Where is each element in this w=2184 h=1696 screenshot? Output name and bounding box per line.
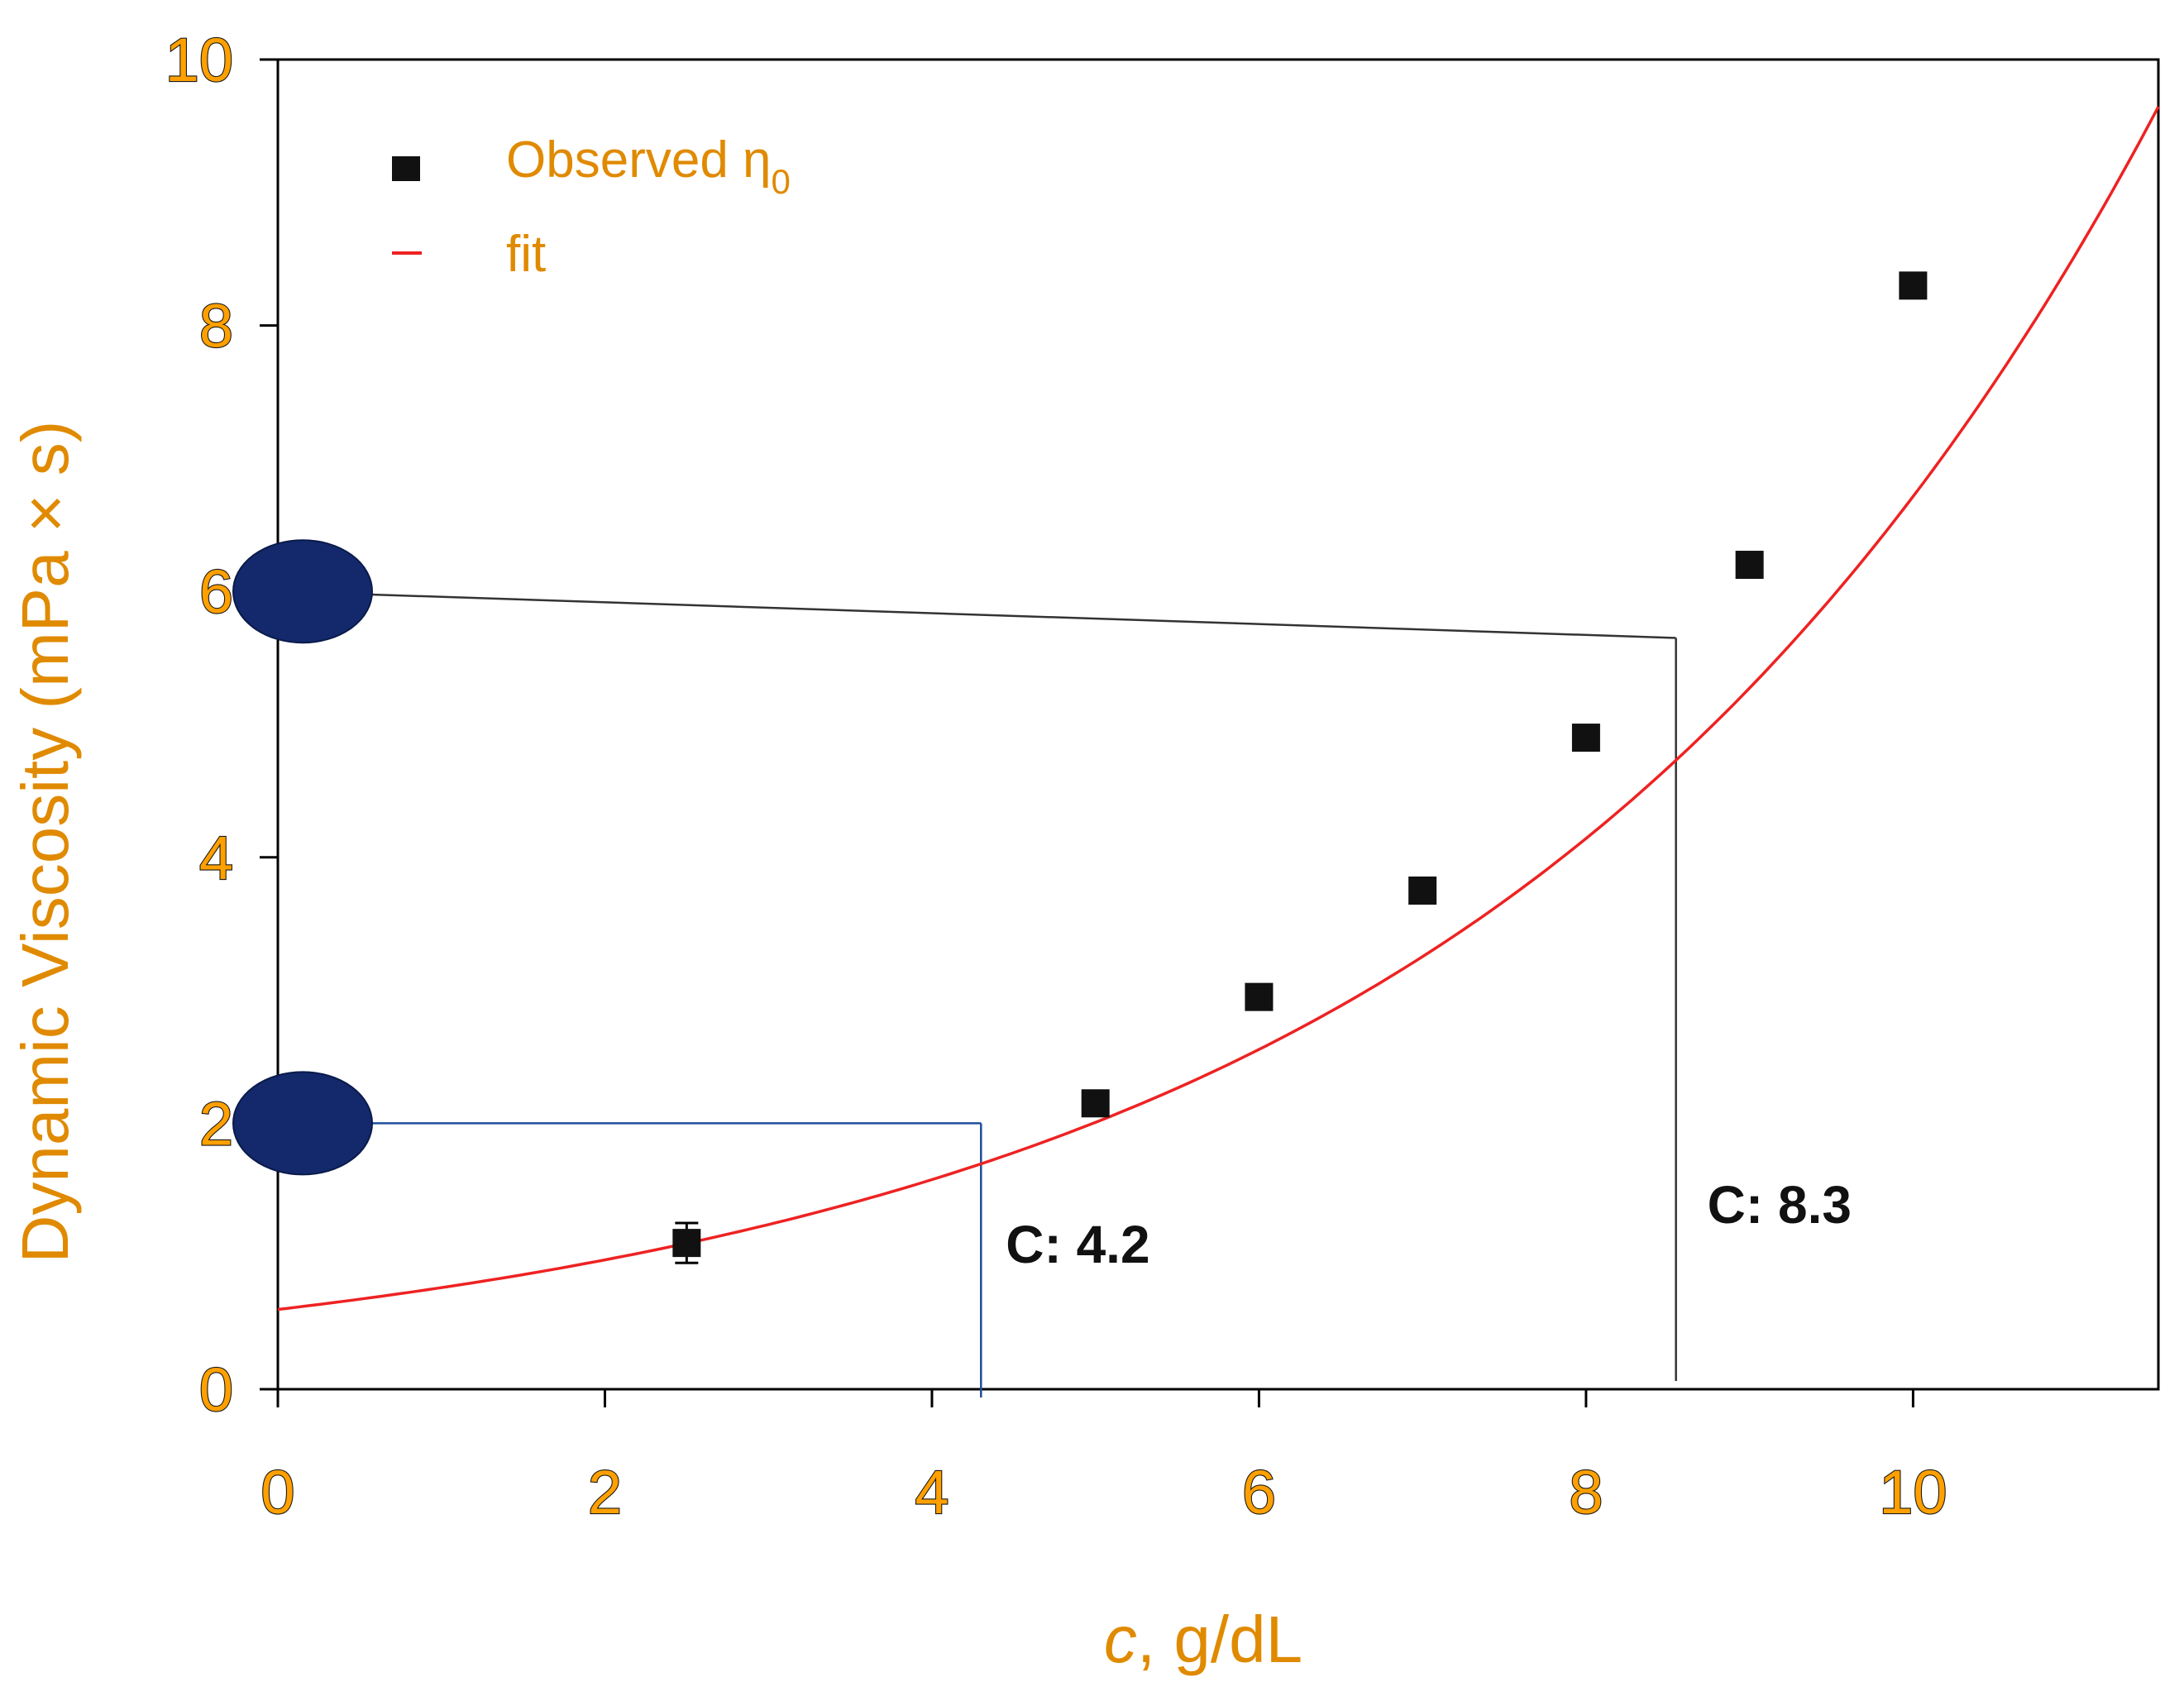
legend-marker-observed (392, 156, 420, 181)
y-axis-title: Dynamic Viscosity (mPa × s) (8, 421, 82, 1264)
level-ellipse-2 (232, 1071, 373, 1176)
marker-0 (672, 1229, 701, 1258)
data-point-0 (672, 1221, 701, 1264)
observed-points (672, 271, 1928, 1264)
x-axis-ticks: 0 2 4 6 8 10 (260, 1389, 1948, 1527)
x-axis-title: c, g/dL (1104, 1603, 1302, 1676)
y-axis-ticks: 0 2 4 6 8 10 (165, 25, 278, 1425)
fit-curve (277, 106, 2160, 1311)
y-tick-label-6: 6 (199, 557, 233, 626)
marker-5 (1735, 551, 1764, 580)
annotation-hline-c-8-3 (277, 590, 1676, 639)
data-point-2 (1245, 982, 1274, 1011)
level-ellipse-6 (232, 539, 373, 644)
annotation-lines (277, 590, 1677, 1397)
annotation-label-c-8-3: C: 8.3 (1708, 1175, 1852, 1235)
y-tick-label-0: 0 (199, 1355, 233, 1424)
level-markers (232, 539, 373, 1176)
data-point-1 (1081, 1089, 1110, 1118)
data-point-5 (1735, 551, 1764, 580)
data-point-4 (1571, 724, 1600, 752)
legend: Observed η0 fit (392, 131, 791, 283)
data-point-6 (1899, 271, 1928, 300)
marker-3 (1408, 877, 1437, 905)
marker-1 (1081, 1089, 1110, 1118)
x-tick-label-10: 10 (1879, 1458, 1947, 1526)
marker-2 (1245, 982, 1274, 1011)
y-tick-label-2: 2 (199, 1089, 233, 1158)
y-tick-label-4: 4 (199, 824, 233, 892)
plot-frame (276, 58, 2160, 1391)
marker-6 (1899, 271, 1928, 300)
x-tick-label-6: 6 (1242, 1458, 1276, 1526)
x-tick-label-4: 4 (915, 1458, 949, 1526)
plot-area-border (276, 58, 2160, 1391)
legend-label-observed: Observed η0 (506, 131, 791, 201)
marker-4 (1571, 724, 1600, 752)
x-tick-label-2: 2 (588, 1458, 622, 1526)
annotation-label-c-4-2: C: 4.2 (1006, 1215, 1149, 1274)
y-tick-label-10: 10 (165, 26, 233, 94)
legend-label-fit: fit (506, 226, 546, 283)
data-point-3 (1408, 877, 1437, 905)
x-tick-label-0: 0 (260, 1458, 294, 1526)
x-tick-label-8: 8 (1569, 1458, 1603, 1526)
y-tick-label-8: 8 (199, 292, 233, 361)
